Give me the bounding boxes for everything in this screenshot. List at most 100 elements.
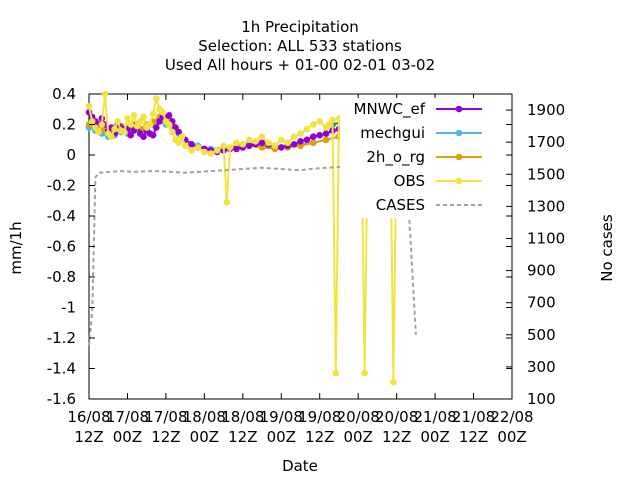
series-layer [85, 90, 420, 386]
x-tick-label-date: 18/08 [221, 408, 264, 426]
series-point-4 [290, 133, 298, 140]
x-tick-label-hour: 00Z [343, 428, 372, 446]
x-tick-label-date: 18/08 [183, 408, 226, 426]
series-point-4 [245, 136, 253, 144]
series-point-4 [310, 121, 317, 128]
y2-tick-label: 100 [527, 390, 556, 408]
series-point-4 [114, 118, 122, 125]
series-point-4 [220, 142, 227, 150]
x-axis-label: Date [282, 457, 318, 475]
legend-marker [455, 129, 463, 137]
series-point-4 [303, 125, 311, 133]
series-point-4 [181, 142, 189, 150]
x-tick-label-date: 17/08 [106, 408, 149, 426]
ticks-layer: 0.4 0.2 0 -0.2 -0.4 -0.6 -0.8 -1 -1.2 -1.4 -1.6 190… [47, 85, 565, 446]
legend-label: MNWC_ef [354, 100, 426, 119]
x-tick-label-hour: 12Z [74, 428, 103, 446]
x-tick-label-hour: 12Z [305, 428, 334, 446]
series-point-4 [95, 128, 102, 136]
series-point-4 [258, 133, 266, 140]
x-tick-label-hour: 00Z [267, 428, 296, 446]
series-point-3 [310, 139, 317, 147]
series-point-4 [332, 369, 340, 377]
series-point-0 [316, 131, 324, 139]
x-tick-label-hour: 12Z [459, 428, 488, 446]
x-tick-label-date: 19/08 [298, 408, 341, 426]
y2-tick-label: 900 [527, 262, 556, 280]
series-point-4 [252, 138, 259, 145]
series-point-4 [297, 130, 304, 137]
series-point-0 [245, 142, 253, 150]
series-point-4 [111, 125, 118, 133]
y-tick-label: -1.4 [47, 360, 76, 378]
series-point-0 [130, 127, 138, 134]
series-point-4 [169, 128, 176, 136]
chart-title-block: 1h Precipitation Selection: ALL 533 stat… [165, 18, 435, 74]
x-tick-label-date: 22/08 [490, 408, 533, 426]
series-point-4 [213, 147, 221, 154]
series-point-4 [194, 144, 202, 151]
series-point-4 [149, 110, 157, 118]
x-tick-label-hour: 00Z [420, 428, 449, 446]
series-point-4 [108, 133, 115, 140]
y2-tick-label: 1900 [527, 101, 565, 119]
series-point-0 [233, 145, 240, 153]
y2-tick-label: 1700 [527, 133, 565, 151]
series-point-4 [133, 122, 141, 130]
y-axis-label: mm/1h [7, 221, 25, 274]
series-point-0 [149, 131, 157, 139]
y2-axis-label: No cases [598, 214, 616, 282]
legend-label: mechgui [360, 124, 425, 142]
series-point-0 [278, 144, 285, 151]
legend-marker [455, 177, 463, 185]
series-point-0 [290, 141, 298, 148]
legend-label: CASES [376, 196, 425, 214]
y-tick-label: -0.2 [47, 177, 76, 195]
series-point-3 [258, 144, 266, 151]
series-point-4 [159, 109, 166, 116]
x-tick-label-date: 17/08 [144, 408, 187, 426]
y-tick-label: -0.4 [47, 207, 76, 225]
series-point-4 [361, 369, 368, 377]
series-point-4 [201, 148, 208, 156]
series-point-4 [88, 118, 96, 125]
series-point-4 [124, 115, 131, 122]
series-point-0 [165, 112, 173, 119]
series-point-0 [127, 131, 134, 139]
series-point-3 [322, 136, 330, 144]
y-tick-label: 0.2 [52, 116, 76, 134]
series-point-4 [127, 121, 134, 128]
y-tick-label: -0.6 [47, 238, 76, 256]
series-point-4 [207, 150, 215, 157]
series-point-4 [146, 121, 154, 128]
series-point-4 [153, 95, 160, 102]
y2-tick-label: 300 [527, 358, 556, 376]
legend-marker [455, 153, 463, 161]
x-tick-label-hour: 12Z [151, 428, 180, 446]
series-point-0 [322, 130, 330, 137]
series-point-4 [165, 121, 173, 128]
series-point-4 [85, 102, 93, 110]
series-point-4 [233, 139, 240, 147]
y-tick-label: -1.2 [47, 329, 76, 347]
series-point-4 [265, 139, 272, 147]
series-point-0 [153, 124, 160, 131]
series-point-0 [310, 133, 317, 140]
series-point-0 [303, 136, 311, 144]
series-point-4 [121, 128, 128, 136]
y2-tick-label: 700 [527, 294, 556, 312]
y-tick-label: 0 [66, 146, 76, 164]
legend-label: 2h_o_rg [366, 148, 425, 167]
series-point-4 [239, 141, 247, 148]
series-point-0 [188, 141, 195, 148]
series-point-4 [98, 121, 106, 128]
series-point-4 [175, 139, 182, 147]
series-point-4 [188, 147, 195, 154]
series-point-4 [390, 378, 397, 386]
y-tick-label: 0.4 [52, 85, 76, 103]
series-point-4 [278, 136, 285, 144]
x-tick-label-hour: 00Z [190, 428, 219, 446]
